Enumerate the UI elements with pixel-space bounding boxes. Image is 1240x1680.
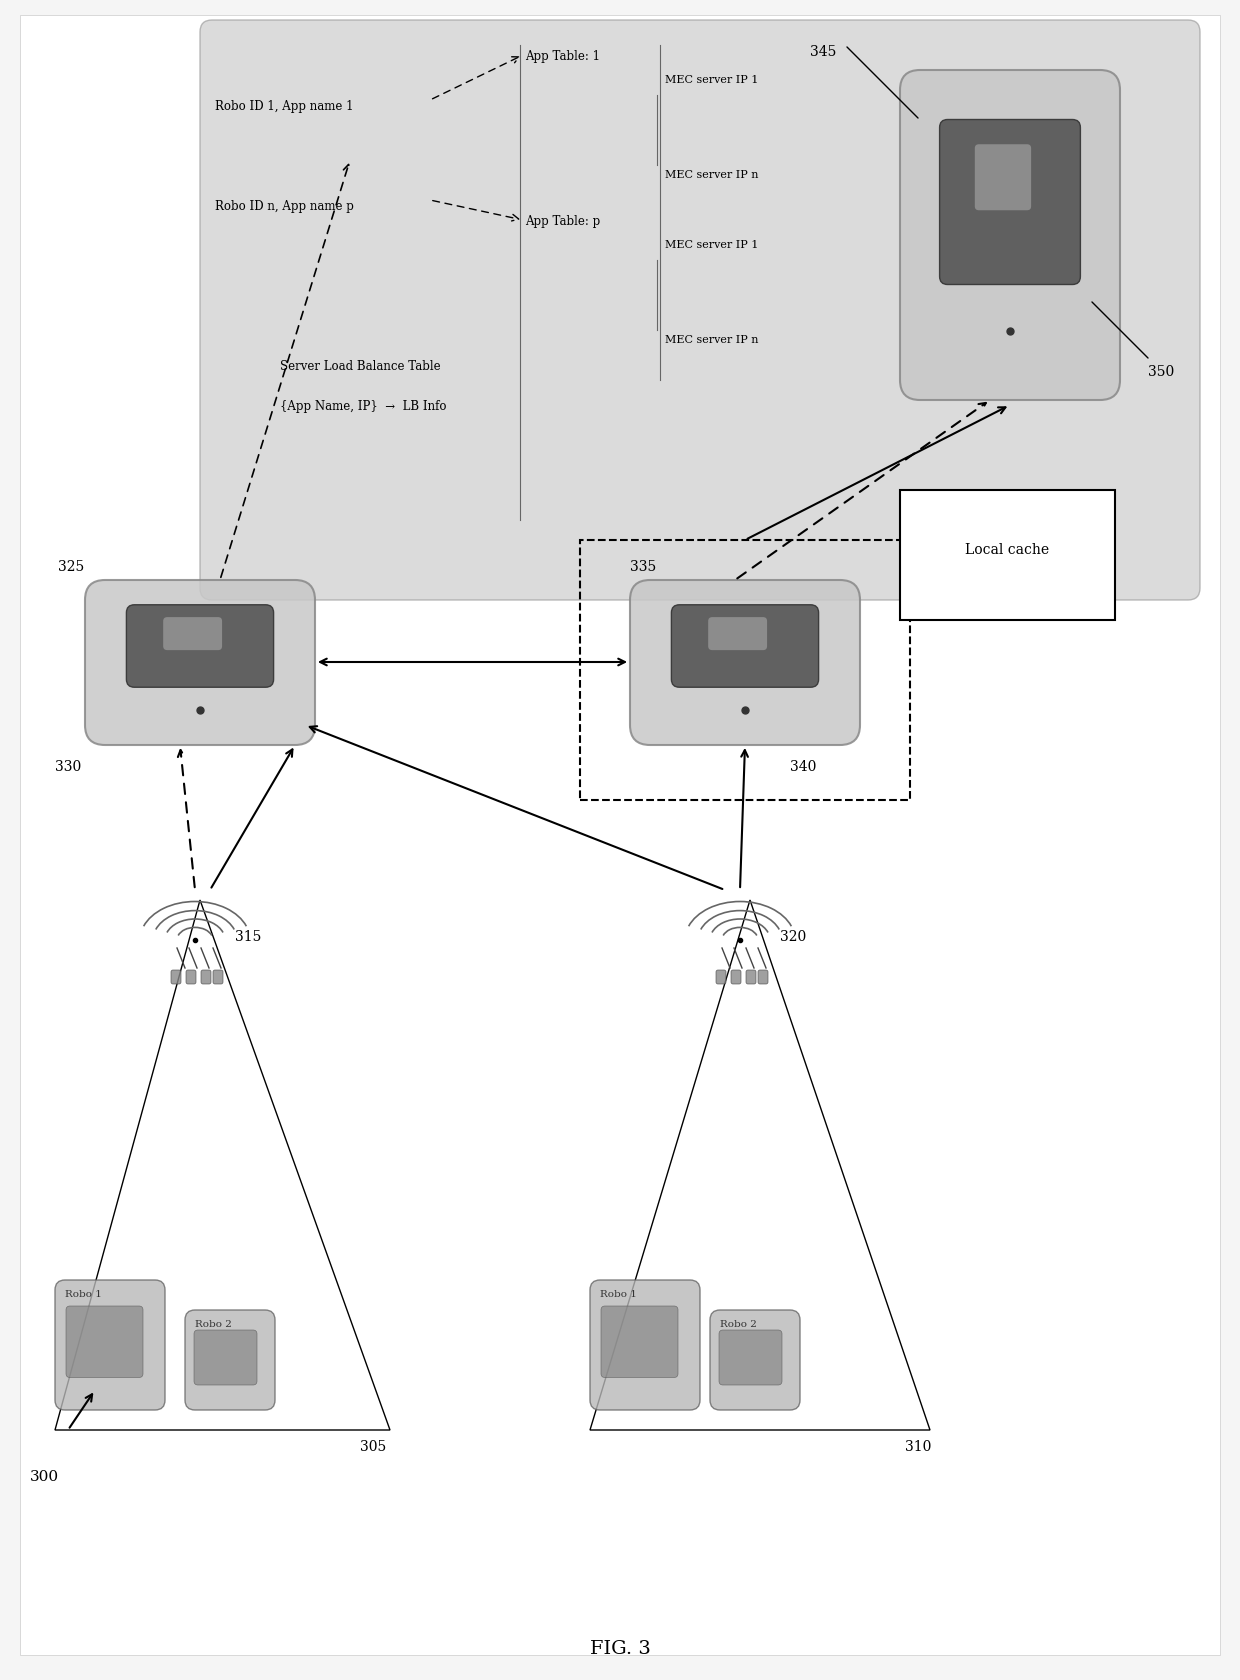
FancyBboxPatch shape — [671, 605, 818, 687]
Text: Robo 2: Robo 2 — [195, 1320, 232, 1329]
Text: Server Load Balance Table: Server Load Balance Table — [280, 360, 440, 373]
Bar — [900, 491, 1115, 620]
FancyBboxPatch shape — [55, 1280, 165, 1410]
Text: 325: 325 — [58, 559, 84, 575]
Text: MEC server IP 1: MEC server IP 1 — [665, 240, 759, 250]
FancyBboxPatch shape — [711, 1310, 800, 1410]
Text: 300: 300 — [30, 1470, 60, 1483]
Text: 305: 305 — [360, 1440, 386, 1453]
FancyBboxPatch shape — [940, 119, 1080, 284]
Text: 315: 315 — [236, 931, 262, 944]
Text: Robo ID 1, App name 1: Robo ID 1, App name 1 — [215, 101, 353, 113]
Text: 320: 320 — [780, 931, 806, 944]
FancyBboxPatch shape — [719, 1331, 782, 1384]
Text: 335: 335 — [630, 559, 656, 575]
Text: MEC server IP n: MEC server IP n — [665, 334, 759, 344]
Text: 340: 340 — [790, 759, 816, 774]
FancyBboxPatch shape — [590, 1280, 701, 1410]
FancyBboxPatch shape — [758, 969, 768, 984]
FancyBboxPatch shape — [86, 580, 315, 744]
Text: Local cache: Local cache — [965, 543, 1049, 558]
FancyBboxPatch shape — [975, 144, 1032, 210]
FancyBboxPatch shape — [186, 969, 196, 984]
Text: {App Name, IP}  →  LB Info: {App Name, IP} → LB Info — [280, 400, 446, 413]
FancyBboxPatch shape — [708, 617, 768, 650]
FancyBboxPatch shape — [601, 1305, 678, 1378]
FancyBboxPatch shape — [201, 969, 211, 984]
Text: Robo ID n, App name p: Robo ID n, App name p — [215, 200, 353, 213]
FancyBboxPatch shape — [200, 20, 1200, 600]
Text: Robo 1: Robo 1 — [600, 1290, 637, 1299]
FancyBboxPatch shape — [732, 969, 742, 984]
FancyBboxPatch shape — [164, 617, 222, 650]
FancyBboxPatch shape — [900, 71, 1120, 400]
Text: Robo 2: Robo 2 — [720, 1320, 756, 1329]
FancyBboxPatch shape — [715, 969, 725, 984]
Text: App Table: p: App Table: p — [525, 215, 600, 228]
Text: App Table: 1: App Table: 1 — [525, 50, 600, 62]
Text: 350: 350 — [1148, 365, 1174, 380]
FancyBboxPatch shape — [193, 1331, 257, 1384]
Bar — [580, 539, 910, 800]
FancyBboxPatch shape — [66, 1305, 143, 1378]
Text: MEC server IP n: MEC server IP n — [665, 170, 759, 180]
Text: FIG. 3: FIG. 3 — [589, 1640, 651, 1658]
FancyBboxPatch shape — [630, 580, 861, 744]
FancyBboxPatch shape — [185, 1310, 275, 1410]
FancyBboxPatch shape — [746, 969, 756, 984]
Text: 310: 310 — [905, 1440, 931, 1453]
Text: Robo 1: Robo 1 — [64, 1290, 102, 1299]
Text: 345: 345 — [810, 45, 836, 59]
FancyBboxPatch shape — [213, 969, 223, 984]
FancyBboxPatch shape — [171, 969, 181, 984]
Text: 330: 330 — [55, 759, 82, 774]
Text: MEC server IP 1: MEC server IP 1 — [665, 76, 759, 86]
FancyBboxPatch shape — [126, 605, 274, 687]
